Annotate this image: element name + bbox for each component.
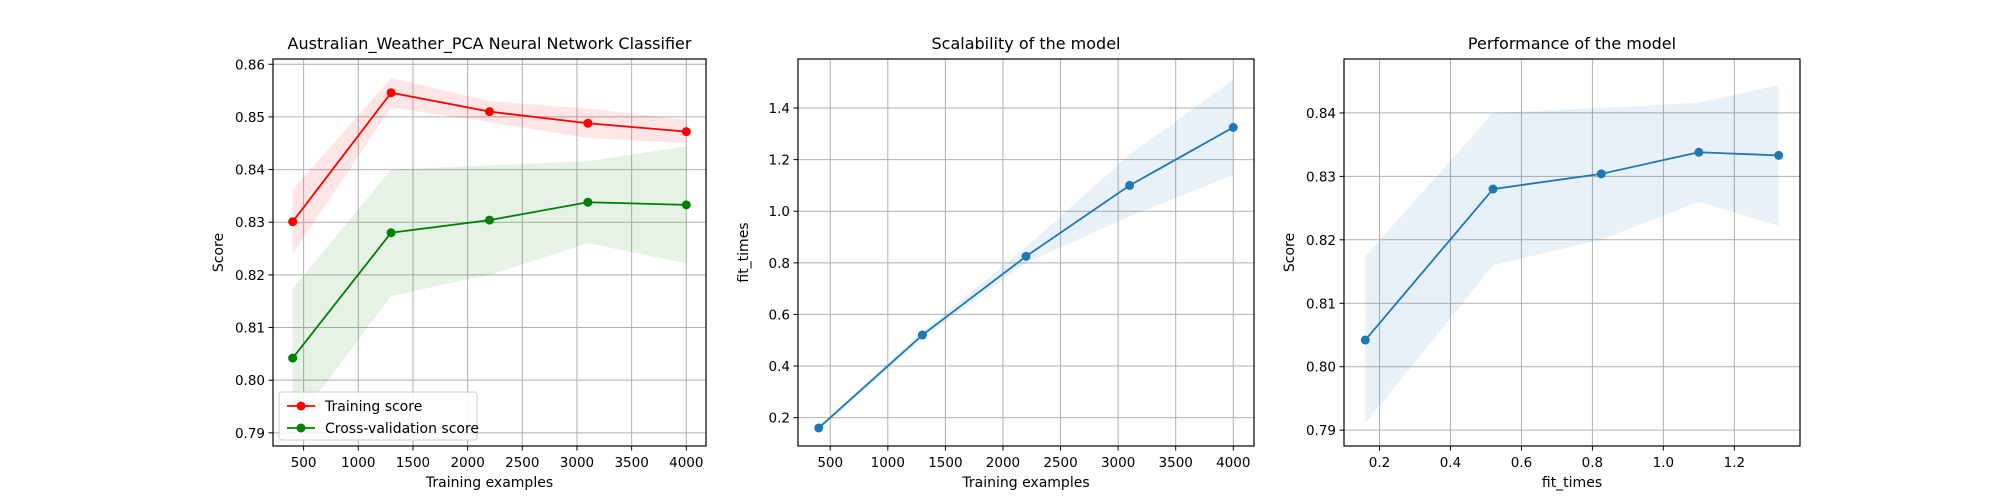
data-point [1694,147,1704,157]
data-point [1488,184,1498,194]
x-tick-label: 1500 [396,455,430,471]
y-tick-label: 1.2 [769,153,790,169]
x-axis-label: fit_times [1542,475,1602,491]
data-point [583,118,593,128]
chart-panel-1: 500 1000 1500 2000 2500 3000 3500 4000 0.79 0.80 0… [211,34,707,491]
x-axis-label: Training examples [425,475,553,491]
y-tick-label: 1.4 [769,101,790,117]
axes-frame [797,58,1255,447]
x-tick-label: 1.0 [1653,455,1674,471]
legend-box [278,391,478,441]
legend-swatch-marker [296,401,306,411]
y-tick-label: 0.6 [769,307,790,323]
axes-frame [272,58,707,447]
data-point [681,200,691,210]
data-point [583,197,593,207]
y-tick-label: 0.80 [235,373,265,389]
data-point [1125,180,1135,190]
y-axis-label: Score [1282,233,1298,272]
data-point [1596,169,1606,179]
data-point [1360,335,1370,345]
y-axis-label: Score [211,233,227,272]
x-tick-label: 1.2 [1724,455,1745,471]
x-tick-label: 3500 [1159,455,1193,471]
data-point [814,423,824,433]
data-point [386,88,396,98]
confidence-band [1365,85,1779,424]
y-tick-label: 0.84 [1306,106,1336,122]
y-tick-label: 0.86 [235,57,265,73]
x-tick-label: 1000 [871,455,905,471]
y-tick-label: 0.84 [235,163,265,179]
chart-title: Performance of the model [1468,34,1676,53]
legend: Training score Cross-validation score [278,391,479,441]
y-tick-label: 0.82 [235,268,265,284]
x-tick-label: 0.6 [1511,455,1532,471]
y-tick-label: 0.2 [769,411,790,427]
x-tick-label: 1000 [341,455,375,471]
data-point [917,330,927,340]
axes-frame [1343,58,1801,447]
y-tick-label: 0.83 [235,215,265,231]
legend-label: Cross-validation score [325,421,479,437]
x-tick-label: 3000 [1101,455,1135,471]
y-tick-label: 0.85 [235,110,265,126]
x-tick-label: 500 [817,455,843,471]
y-tick-label: 0.79 [235,426,265,442]
x-tick-label: 3000 [560,455,594,471]
y-tick-label: 0.4 [769,359,790,375]
legend-label: Training score [324,399,422,415]
data-point [681,127,691,137]
data-point [288,353,298,363]
data-point [1021,251,1031,261]
x-tick-label: 2000 [450,455,484,471]
data-point [485,215,494,225]
x-tick-label: 3500 [614,455,648,471]
x-axis-label: Training examples [961,475,1089,491]
chart-panel-3: 0.2 0.4 0.6 0.8 1.0 1.2 0.79 0.80 0.81 0.82 0.83 0.… [1282,34,1801,491]
chart-title: Scalability of the model [932,34,1121,53]
confidence-band [292,146,687,428]
data-point [485,107,494,117]
y-tick-label: 0.8 [769,256,790,272]
y-tick-label: 0.80 [1306,360,1336,376]
data-point [386,228,396,238]
x-tick-label: 1500 [928,455,962,471]
x-tick-label: 4000 [669,455,703,471]
x-tick-label: 0.2 [1369,455,1390,471]
x-tick-label: 0.8 [1582,455,1603,471]
y-tick-label: 0.79 [1306,423,1336,439]
y-tick-label: 0.81 [235,321,265,337]
chart-title: Australian_Weather_PCA Neural Network Cl… [288,34,692,54]
y-axis-label: fit_times [736,222,752,282]
y-tick-label: 0.82 [1306,233,1336,249]
data-point [1228,122,1238,132]
x-tick-label: 2500 [1043,455,1077,471]
data-point [288,217,298,227]
chart-panel-2: 500 1000 1500 2000 2500 3000 3500 4000 0.2 0.4 0.6… [736,34,1255,491]
legend-swatch-marker [296,423,306,433]
x-tick-label: 500 [291,455,317,471]
x-tick-label: 2500 [505,455,539,471]
y-tick-label: 0.83 [1306,169,1336,185]
data-point [1774,150,1784,160]
x-tick-label: 0.4 [1440,455,1461,471]
y-tick-label: 0.81 [1306,296,1336,312]
y-tick-label: 1.0 [769,204,790,220]
x-tick-label: 4000 [1216,455,1250,471]
x-tick-label: 2000 [986,455,1020,471]
